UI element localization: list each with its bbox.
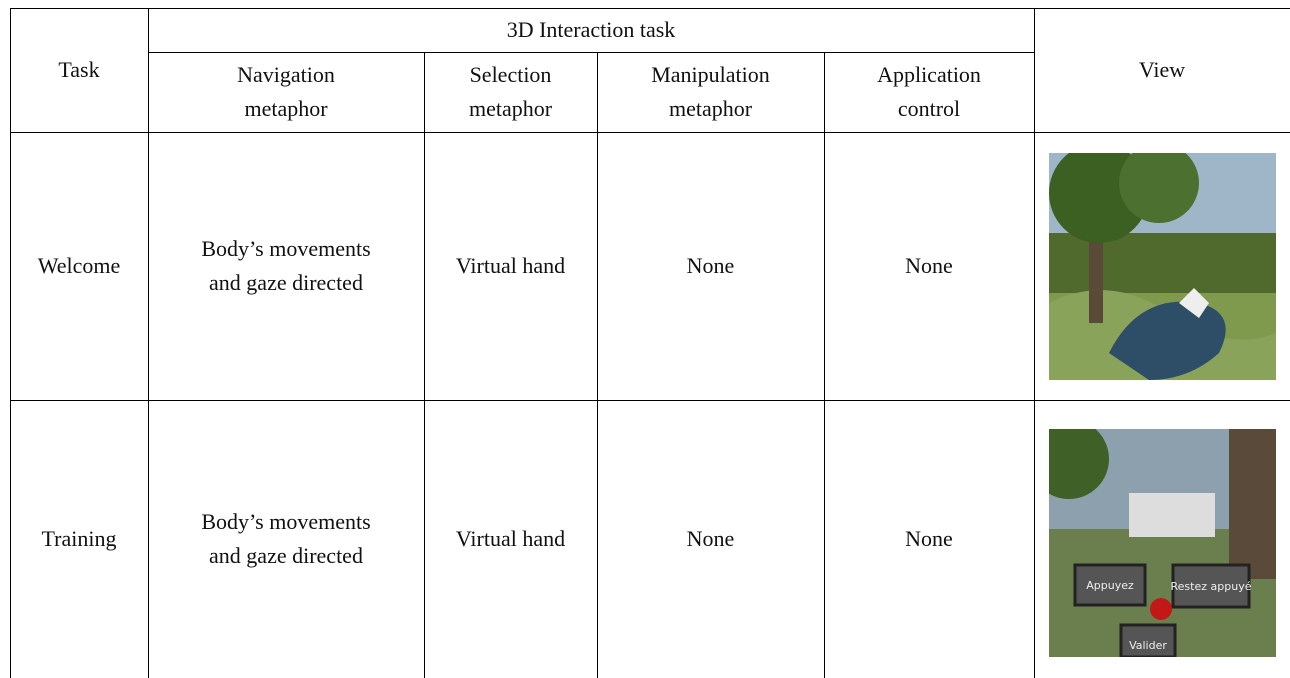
cell-text: 3D Interaction task xyxy=(506,17,676,42)
header-cell: 3D Interaction task xyxy=(148,8,1034,52)
body-cell: Body’s movements and gaze directed xyxy=(148,132,424,400)
body-cell: Virtual hand xyxy=(424,132,597,400)
welcome-view xyxy=(1049,153,1276,380)
header-cell: View xyxy=(1034,8,1290,132)
border xyxy=(597,52,598,678)
cell-text: None xyxy=(905,253,953,278)
cell-text: Manipulation xyxy=(651,62,770,87)
cell-text: Body’s movements xyxy=(201,509,371,534)
border xyxy=(148,52,1034,53)
header-cell: Task xyxy=(10,8,148,132)
border xyxy=(148,8,149,678)
border xyxy=(10,8,11,678)
header-cell: Selection metaphor xyxy=(424,52,597,132)
border xyxy=(10,132,1290,133)
cell-text: Selection xyxy=(469,62,552,87)
cell-text: metaphor xyxy=(668,96,753,121)
body-cell: None xyxy=(824,400,1034,678)
body-cell: None xyxy=(824,132,1034,400)
cell-text: and gaze directed xyxy=(209,270,363,295)
body-cell: None xyxy=(597,400,824,678)
cell-text: None xyxy=(905,526,953,551)
view-label: Restez appuyé xyxy=(1171,580,1252,593)
cell-text: Navigation xyxy=(237,62,335,87)
cell-text: Virtual hand xyxy=(455,253,566,278)
view-label: Valider xyxy=(1129,639,1167,652)
cell-text: metaphor xyxy=(468,96,553,121)
cell-text: metaphor xyxy=(244,96,328,121)
cell-text: and gaze directed xyxy=(209,543,363,568)
body-cell: Virtual hand xyxy=(424,400,597,678)
body-cell: Training xyxy=(10,400,148,678)
cell-text: Welcome xyxy=(37,253,121,278)
cell-text: Body’s movements xyxy=(201,236,371,261)
cell-text: control xyxy=(897,96,961,121)
border xyxy=(824,52,825,678)
border xyxy=(10,400,1290,401)
border xyxy=(10,8,1290,9)
border xyxy=(424,52,425,678)
cell-text: Training xyxy=(41,526,117,551)
cell-text: None xyxy=(686,253,735,278)
header-cell: Manipulation metaphor xyxy=(597,52,824,132)
border xyxy=(1034,8,1035,678)
cell-text: Task xyxy=(58,57,100,82)
body-cell: Body’s movements and gaze directed xyxy=(148,400,424,678)
body-cell: None xyxy=(597,132,824,400)
header-cell: Navigation metaphor xyxy=(148,52,424,132)
header-cell: Application control xyxy=(824,52,1034,132)
cell-text: View xyxy=(1138,57,1186,82)
view-label: Appuyez xyxy=(1086,579,1134,592)
body-cell: Welcome xyxy=(10,132,148,400)
cell-text: Application xyxy=(877,62,981,87)
training-view: Appuyez Restez appuyé Valider xyxy=(1049,429,1276,657)
cell-text: Virtual hand xyxy=(455,526,566,551)
cell-text: None xyxy=(686,526,735,551)
